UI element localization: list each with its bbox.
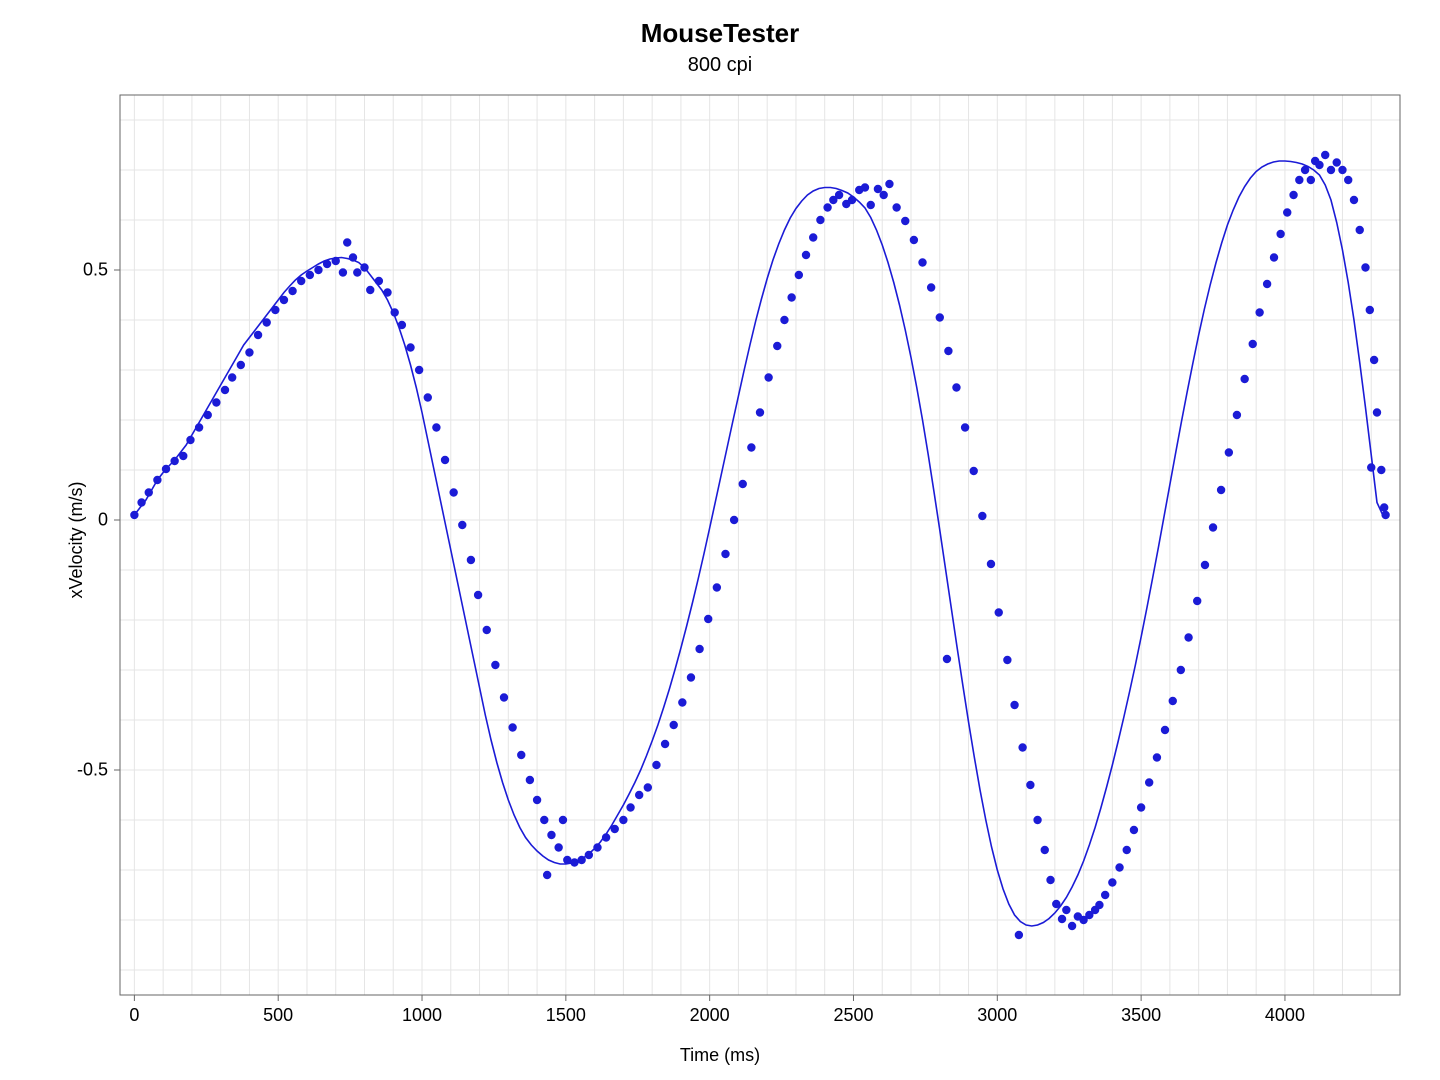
y-tick-label: 0	[98, 510, 108, 531]
x-tick-label: 2500	[833, 1005, 873, 1026]
plot-area	[0, 0, 1440, 1080]
x-tick-label: 4000	[1265, 1005, 1305, 1026]
y-tick-label: 0.5	[83, 260, 108, 281]
x-tick-label: 0	[129, 1005, 139, 1026]
y-tick-label: -0.5	[77, 760, 108, 781]
x-tick-label: 2000	[690, 1005, 730, 1026]
x-tick-label: 1500	[546, 1005, 586, 1026]
x-tick-label: 1000	[402, 1005, 442, 1026]
chart-container: MouseTester 800 cpi xVelocity (m/s) Time…	[0, 0, 1440, 1080]
x-tick-label: 3000	[977, 1005, 1017, 1026]
x-tick-label: 3500	[1121, 1005, 1161, 1026]
x-tick-label: 500	[263, 1005, 293, 1026]
